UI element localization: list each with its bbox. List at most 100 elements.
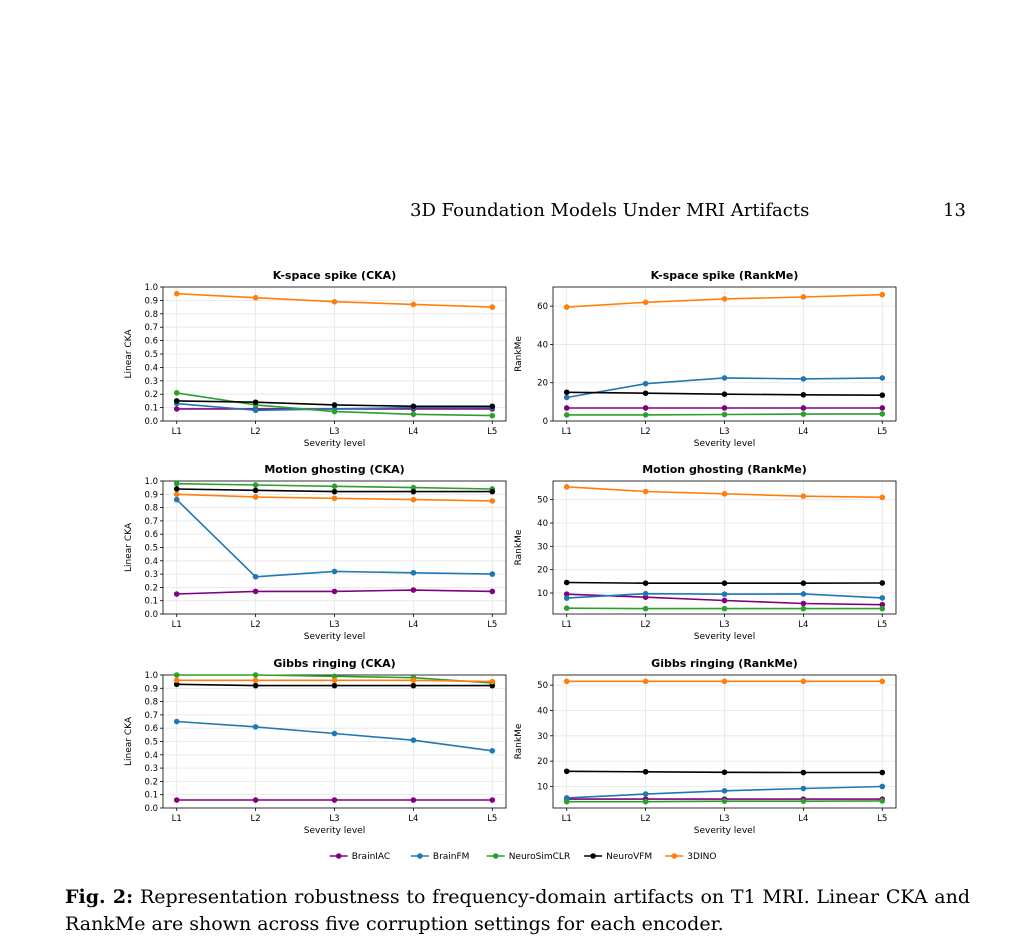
data-point-neurovfm [721,391,728,398]
data-point-3dino [800,294,807,300]
data-point-neurovfm [252,399,259,406]
figure-caption: Fig. 2: Representation robustness to fre… [65,884,970,938]
data-point-neurosimclr [563,412,570,418]
axes-frame [552,674,897,809]
x-tick-label: L3 [329,427,339,437]
y-tick-label: 0.3 [144,570,158,580]
y-axis-label: Linear CKA [124,716,134,766]
data-point-brainfm [563,394,570,401]
data-point-3dino [800,678,807,685]
data-point-neurovfm [173,398,180,404]
data-point-brainfm [489,571,496,577]
data-point-brainfm [410,737,417,743]
data-point-neurovfm [410,682,417,689]
y-tick-label: 20 [537,757,548,767]
y-tick-label: 20 [537,566,548,576]
data-point-3dino [331,495,338,502]
data-point-3dino [173,677,180,684]
data-point-neurosimclr [879,411,886,417]
data-point-3dino [173,290,180,297]
data-point-brainiac [252,797,259,803]
y-tick-label: 0.1 [144,404,158,414]
y-tick-label: 1.0 [144,283,158,293]
data-point-neurosimclr [331,483,338,490]
x-axis-label: Severity level [694,439,755,449]
data-point-3dino [173,491,180,498]
y-tick-label: 0.7 [144,711,158,721]
data-point-3dino [879,494,886,501]
x-tick-label: L2 [641,814,651,824]
data-point-neurovfm [563,579,570,586]
data-point-brainfm [800,376,807,382]
data-point-neurosimclr [800,798,807,804]
chart-title: K-space spike (CKA) [273,269,396,282]
data-point-neurosimclr [252,482,259,488]
data-point-brainiac [489,588,496,595]
y-tick-label: 0.8 [144,698,158,708]
legend-marker-3dino [671,853,678,859]
x-tick-label: L5 [487,814,497,824]
x-tick-label: L2 [641,620,651,630]
data-point-neurovfm [410,488,417,495]
chart-panel-2: 0 20 40 60 L1 L2 L3 L4 L5 K-space spike (RankMe) S… [514,269,897,449]
data-point-neurovfm [800,769,807,776]
data-point-brainfm [173,718,180,725]
y-tick-label: 0.1 [144,791,158,801]
y-tick-label: 0.7 [144,323,158,333]
y-tick-label: 0.6 [144,724,158,734]
data-point-neurovfm [879,769,886,776]
data-point-neurosimclr [563,605,570,611]
data-point-neurovfm [331,402,338,408]
chart-title: K-space spike (RankMe) [651,269,799,282]
data-point-neurosimclr [173,390,180,396]
data-point-brainiac [721,405,728,411]
data-point-neurosimclr [800,605,807,612]
y-tick-label: 0.3 [144,377,158,387]
data-point-brainiac [173,797,180,803]
data-point-neurosimclr [642,798,649,805]
chart-panel-4: 10 20 30 40 50 L1 L2 L3 L4 L5 Motion ghosting (Ran… [514,463,897,642]
data-point-brainfm [252,407,259,414]
y-tick-label: 0.2 [144,390,158,400]
x-axis-label: Severity level [304,632,365,642]
data-point-neurovfm [252,487,259,494]
y-axis-label: RankMe [514,723,524,759]
legend-label: 3DINO [687,852,716,862]
data-point-brainiac [879,405,886,411]
data-point-3dino [563,304,570,310]
legend: BrainIAC BrainFM NeuroSimCLR NeuroVFM 3DINO [329,852,716,862]
data-point-neurosimclr [800,411,807,417]
y-tick-label: 0.4 [144,751,158,761]
data-point-brainfm [721,591,728,597]
data-point-neurosimclr [879,798,886,804]
x-tick-label: L2 [251,620,261,630]
data-point-neurovfm [879,392,886,398]
data-point-brainfm [642,380,649,387]
x-tick-label: L3 [329,814,339,824]
data-point-brainiac [331,797,338,803]
x-tick-label: L2 [251,427,261,437]
data-point-brainiac [721,597,728,604]
axes-frame [552,286,897,422]
y-tick-label: 0.2 [144,583,158,593]
data-point-brainiac [800,405,807,411]
data-point-3dino [721,491,728,497]
x-tick-label: L1 [562,620,572,630]
data-point-neurovfm [173,486,180,492]
data-point-neurovfm [800,391,807,398]
data-point-3dino [800,493,807,499]
data-point-neurosimclr [563,798,570,805]
legend-label: BrainFM [433,852,470,862]
data-point-brainfm [489,748,496,754]
y-tick-label: 1.0 [144,477,158,487]
data-point-brainiac [331,588,338,595]
x-axis-label: Severity level [304,439,365,449]
x-tick-label: L5 [487,427,497,437]
data-point-neurosimclr [331,673,338,680]
x-tick-label: L1 [172,427,182,437]
y-tick-label: 0.8 [144,504,158,514]
x-tick-label: L4 [798,427,808,437]
chart-panel-3: 0.0 0.1 0.2 0.3 0.4 0.5 0.6 0.7 0.8 0.9 1.0 L1 L2 L3 L… [124,463,507,642]
x-tick-label: L4 [408,814,418,824]
x-tick-label: L3 [329,620,339,630]
